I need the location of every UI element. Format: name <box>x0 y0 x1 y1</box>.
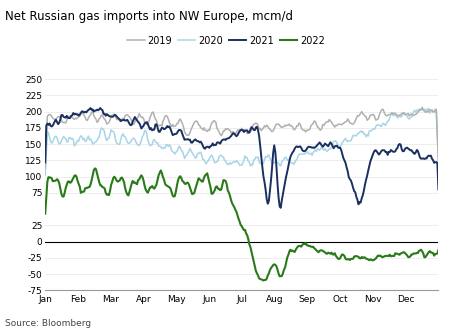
2022 <box>202 174 207 178</box>
Text: Source: Bloomberg: Source: Bloomberg <box>5 319 91 328</box>
2021 <box>126 122 132 126</box>
Line: 2021: 2021 <box>45 108 437 208</box>
2022 <box>42 212 48 216</box>
2021 <box>97 106 103 110</box>
2022 <box>419 249 424 253</box>
2022 <box>200 180 205 183</box>
2022 <box>151 187 156 191</box>
2019 <box>416 107 422 111</box>
2020 <box>42 173 48 177</box>
2019 <box>150 110 156 114</box>
2020 <box>125 141 131 145</box>
2022 <box>435 248 440 252</box>
2020 <box>425 106 430 110</box>
2021 <box>151 128 156 132</box>
2021 <box>202 147 207 151</box>
Line: 2022: 2022 <box>45 168 437 280</box>
2019 <box>435 161 440 165</box>
2019 <box>419 105 424 109</box>
2022 <box>381 254 386 258</box>
2019 <box>42 166 48 170</box>
2021 <box>200 144 205 148</box>
2020 <box>435 160 440 164</box>
2022 <box>92 166 97 170</box>
Text: Net Russian gas imports into NW Europe, mcm/d: Net Russian gas imports into NW Europe, … <box>5 10 292 23</box>
2021 <box>381 148 386 152</box>
2020 <box>416 107 422 111</box>
2020 <box>150 139 156 143</box>
2019 <box>379 107 384 111</box>
2019 <box>199 127 204 131</box>
2019 <box>201 126 206 130</box>
2020 <box>379 122 384 126</box>
2021 <box>42 160 48 164</box>
2021 <box>419 157 424 161</box>
2020 <box>199 154 204 158</box>
2020 <box>201 158 206 162</box>
2021 <box>435 187 440 191</box>
2022 <box>260 279 266 282</box>
Line: 2020: 2020 <box>45 108 437 175</box>
2021 <box>277 206 283 210</box>
Line: 2019: 2019 <box>45 107 437 168</box>
2022 <box>126 190 132 194</box>
Legend: 2019, 2020, 2021, 2022: 2019, 2020, 2021, 2022 <box>123 32 328 50</box>
2019 <box>125 114 131 118</box>
